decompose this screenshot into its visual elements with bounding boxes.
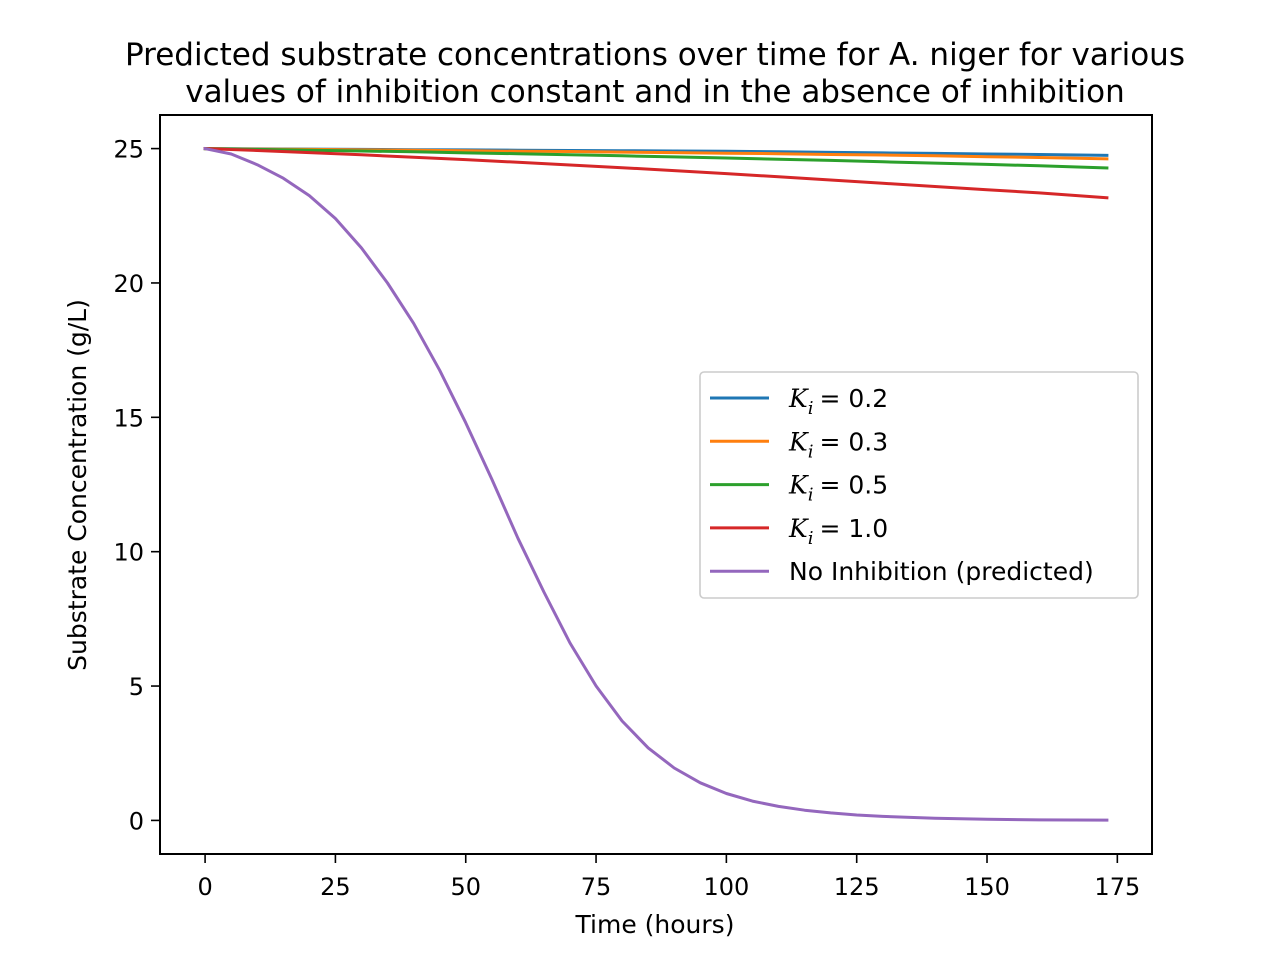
legend-value: = 0.5 <box>819 471 888 500</box>
legend-subscript: i <box>808 441 814 462</box>
y-tick-label: 5 <box>129 673 144 701</box>
y-tick-label: 15 <box>113 404 144 432</box>
series-line-3 <box>203 147 1109 200</box>
chart-title-line-2: values of inhibition constant and in the… <box>185 74 1125 110</box>
legend-symbol: K <box>788 427 809 456</box>
x-tick-label: 100 <box>703 873 749 901</box>
x-tick-label: 175 <box>1094 873 1140 901</box>
legend-subscript: i <box>808 398 814 419</box>
x-tick-label: 25 <box>320 873 351 901</box>
legend-value: = 0.3 <box>819 427 888 456</box>
legend-label-3: Ki = 1.0 <box>788 514 888 549</box>
x-axis-ticks: 0 25 50 75 100 125 150 175 <box>197 854 1140 901</box>
legend-label-1: Ki = 0.3 <box>788 427 888 462</box>
y-tick-label: 10 <box>113 539 144 567</box>
x-tick-label: 150 <box>964 873 1010 901</box>
x-axis-label: Time (hours) <box>575 910 735 939</box>
y-tick-label: 25 <box>113 136 144 164</box>
axes-frame <box>159 114 1153 855</box>
legend-subscript: i <box>808 528 814 549</box>
legend-label-4: No Inhibition (predicted) <box>789 557 1094 586</box>
legend-label-2: Ki = 0.5 <box>788 471 888 506</box>
legend-value: = 0.2 <box>819 384 888 413</box>
series-line-4 <box>203 146 1109 822</box>
legend-subscript: i <box>808 485 814 506</box>
legend-symbol: K <box>788 514 809 543</box>
y-axis-label: Substrate Concentration (g/L) <box>63 299 92 671</box>
series-line-2 <box>203 147 1109 170</box>
legend-box <box>699 371 1139 599</box>
legend-symbol: K <box>788 384 809 413</box>
x-tick-label: 50 <box>450 873 481 901</box>
legend-value: = 1.0 <box>819 514 888 543</box>
legend-symbol: K <box>788 471 809 500</box>
x-tick-label: 0 <box>197 873 212 901</box>
legend: Ki = 0.2Ki = 0.3Ki = 0.5Ki = 1.0No Inhibitio… <box>699 371 1139 599</box>
x-tick-label: 125 <box>834 873 880 901</box>
chart-title-line-1: Predicted substrate concentrations over … <box>125 37 1185 73</box>
legend-label-0: Ki = 0.2 <box>788 384 888 419</box>
y-axis-ticks: 0 5 10 15 20 25 <box>113 136 160 835</box>
x-tick-label: 75 <box>581 873 612 901</box>
plot-area <box>159 114 1153 855</box>
y-tick-label: 0 <box>129 807 144 835</box>
y-tick-label: 20 <box>113 270 144 298</box>
